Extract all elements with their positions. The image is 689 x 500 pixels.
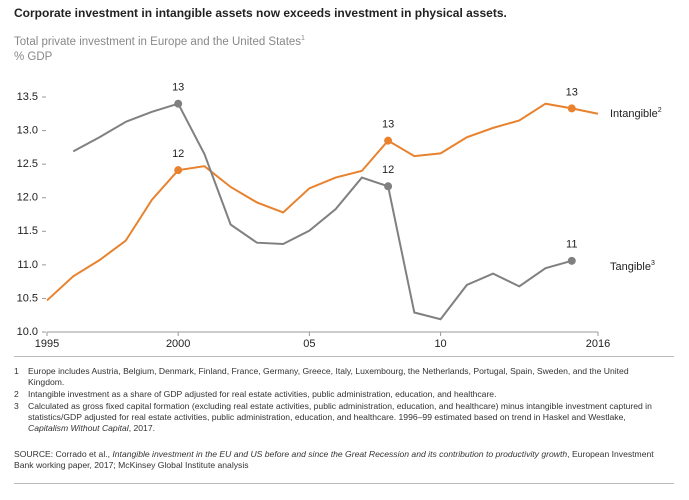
legend-label: Tangible3 [610, 260, 655, 273]
y-axis-label: % GDP [14, 51, 53, 63]
footnote-text: Intangible investment as a share of GDP … [28, 389, 664, 400]
y-tick-label: 12.0 [17, 192, 38, 204]
subtitle-superscript: 1 [301, 35, 305, 42]
x-tick-label: 2000 [166, 338, 190, 350]
subtitle-text: Total private investment in Europe and t… [14, 36, 301, 48]
point-marker [174, 166, 183, 175]
x-tick-label: 10 [434, 338, 446, 350]
legend-label: Intangible2 [610, 107, 662, 120]
note-text: , European Investment Bank working paper… [14, 449, 654, 470]
y-tick-label: 13.0 [17, 124, 38, 136]
footnote-text: Calculated as gross fixed capital format… [28, 401, 664, 434]
data-label: 13 [382, 119, 394, 131]
data-label: 11 [566, 239, 577, 251]
footnote-number: 1 [14, 366, 19, 376]
note-text: Calculated as gross fixed capital format… [28, 401, 652, 422]
note-text: Capitalism Without Capital [28, 423, 129, 433]
note-text: Corrado et al., [55, 449, 113, 459]
y-tick-label: 10.5 [17, 292, 38, 304]
data-label: 13 [566, 86, 578, 98]
series-line [46, 102, 599, 302]
data-label: 13 [172, 82, 184, 94]
x-tick-label: 2016 [586, 338, 610, 350]
y-tick-label: 13.5 [17, 91, 38, 103]
note-text: Intangible investment as a share of GDP … [28, 389, 497, 399]
data-label: 12 [172, 148, 184, 160]
point-marker [174, 99, 183, 108]
y-tick-label: 10.0 [17, 326, 38, 338]
footnote: 3 Calculated as gross fixed capital forma… [14, 401, 664, 434]
y-tick-label: 11.0 [17, 259, 38, 271]
rule [14, 356, 674, 357]
point-marker [384, 136, 393, 145]
footnote-text: Europe includes Austria, Belgium, Denmar… [28, 366, 664, 388]
footnote-number: 2 [14, 389, 19, 399]
source: SOURCE: Corrado et al., Intangible inves… [14, 449, 664, 471]
series-line [72, 102, 573, 321]
chart: Corporate investment in intangible asset… [14, 6, 662, 350]
y-tick-label: 12.5 [17, 158, 38, 170]
note-text: Europe includes Austria, Belgium, Denmar… [28, 366, 629, 387]
legend-superscript: 2 [658, 107, 662, 114]
footnote: 2 Intangible investment as a share of GDP… [14, 389, 664, 400]
legend-name: Intangible [610, 108, 658, 120]
x-tick-label: 1995 [35, 338, 59, 350]
chart-subtitle: Total private investment in Europe and t… [14, 35, 305, 48]
point-marker [567, 256, 576, 265]
point-marker [567, 104, 576, 113]
note-text: Intangible investment in the EU and US b… [112, 449, 568, 459]
footnote-number: 3 [14, 401, 19, 411]
chart-title: Corporate investment in intangible asset… [14, 6, 507, 20]
y-tick-label: 11.5 [17, 225, 38, 237]
source-label: SOURCE: [14, 449, 54, 459]
data-label: 12 [382, 164, 394, 176]
legend-superscript: 3 [651, 260, 655, 267]
x-tick-label: 05 [303, 338, 315, 350]
legend-name: Tangible [610, 261, 651, 273]
footnote: 1 Europe includes Austria, Belgium, Denma… [14, 366, 664, 388]
note-text: , 2017. [128, 423, 155, 433]
rule [14, 483, 674, 484]
point-marker [384, 182, 393, 191]
